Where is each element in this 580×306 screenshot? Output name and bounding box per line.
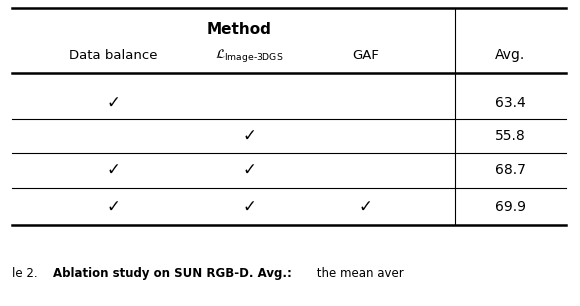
Text: ✓: ✓ [242, 127, 256, 145]
Text: 63.4: 63.4 [495, 95, 526, 110]
Text: $\mathcal{L}_{\mathrm{Image\text{-}3DGS}}$: $\mathcal{L}_{\mathrm{Image\text{-}3DGS}… [215, 47, 284, 64]
Text: ✓: ✓ [242, 198, 256, 215]
Text: ✓: ✓ [106, 161, 120, 179]
Text: 55.8: 55.8 [495, 129, 526, 143]
Text: Ablation study on SUN RGB-D. Avg.:: Ablation study on SUN RGB-D. Avg.: [53, 267, 292, 280]
Text: ✓: ✓ [358, 198, 372, 215]
Text: ✓: ✓ [106, 198, 120, 215]
Text: le 2.: le 2. [12, 267, 45, 280]
Text: GAF: GAF [352, 49, 379, 62]
Text: 68.7: 68.7 [495, 163, 526, 177]
Text: the mean aver: the mean aver [313, 267, 404, 280]
Text: Method: Method [207, 21, 271, 37]
Text: 69.9: 69.9 [495, 200, 526, 214]
Text: Data balance: Data balance [69, 49, 157, 62]
Text: ✓: ✓ [242, 161, 256, 179]
Text: ✓: ✓ [106, 94, 120, 111]
Text: Avg.: Avg. [495, 48, 525, 62]
